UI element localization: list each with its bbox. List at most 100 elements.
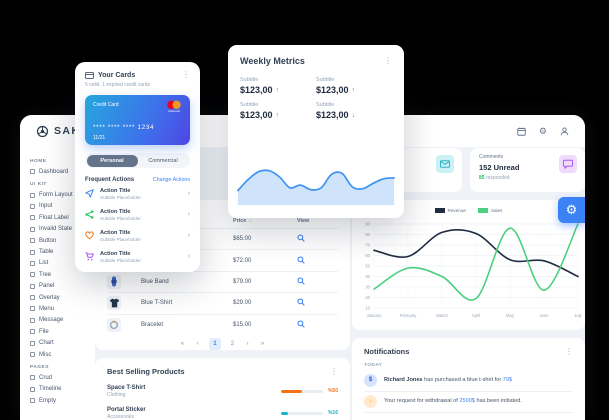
stat-value: 152 Unread — [479, 162, 520, 172]
sidebar-item-menu[interactable]: Menu — [30, 303, 92, 314]
sidebar-item-form-layout[interactable]: Form Layout — [30, 189, 92, 200]
metric-amount: $123,00 — [316, 110, 349, 120]
sidebar-item-label: List — [39, 260, 49, 267]
user-icon[interactable] — [560, 127, 569, 136]
sidebar-item-label: Button — [39, 237, 57, 244]
mouse-pointer-icon — [30, 238, 35, 244]
sidebar-item-button[interactable]: Button — [30, 235, 92, 246]
svg-text:January: January — [367, 313, 383, 318]
notifications-title: Notifications — [364, 347, 410, 356]
product-category: Clothing — [107, 392, 126, 398]
metric-cell: Subtitle $123,00 ↑ — [240, 77, 316, 95]
sidebar-item-table[interactable]: Table — [30, 246, 92, 257]
id-card-icon — [30, 192, 35, 198]
sidebar-item-chart[interactable]: Chart — [30, 337, 92, 348]
table-row: Blue Band $79.00 — [107, 270, 338, 292]
metric-amount: $123,00 — [316, 85, 349, 95]
view-button[interactable] — [297, 256, 338, 266]
change-actions-link[interactable]: Change Actions — [152, 177, 190, 183]
sidebar-item-misc[interactable]: Misc — [30, 349, 92, 360]
calendar-icon[interactable] — [517, 126, 526, 136]
page-button-2[interactable]: 2 — [230, 340, 235, 348]
notification-item: $ Richard Jones has purchased a blue t-sh… — [364, 371, 573, 392]
sidebar-item-label: Message — [39, 317, 64, 324]
best-selling-menu-icon[interactable]: ⋮ — [330, 366, 338, 376]
stat-note: 85 responded — [479, 174, 510, 181]
svg-text:70: 70 — [365, 243, 370, 248]
sidebar-item-crud[interactable]: Crud — [30, 372, 92, 383]
sidebar-item-invalid-state[interactable]: Invalid State — [30, 224, 92, 235]
table-icon — [30, 249, 35, 255]
frequent-action-item[interactable]: Action Title Subtitle Placeholder › — [85, 225, 190, 246]
sidebar-item-float-label[interactable]: Float Label — [30, 212, 92, 223]
product-price-cell: $72.00 — [233, 257, 252, 264]
weekly-metrics-menu-icon[interactable]: ⋮ — [384, 56, 392, 65]
sidebar-item-empty[interactable]: Empty — [30, 395, 92, 406]
metric-value: $123,00 ↑ — [316, 85, 392, 95]
chart-legend: Revenue Sales — [352, 208, 585, 213]
settings-icon[interactable]: ⚙ — [538, 125, 547, 136]
frequent-action-item[interactable]: Action Title Subtitle Placeholder › — [85, 204, 190, 225]
sidebar-item-list[interactable]: List — [30, 258, 92, 269]
view-button[interactable] — [297, 277, 338, 287]
svg-text:June: June — [539, 313, 549, 318]
personal-toggle-button[interactable]: Personal — [86, 154, 138, 167]
notification-text: Your request for withdrawal of 2500$ has… — [384, 397, 522, 404]
view-button[interactable] — [297, 320, 338, 330]
notifications-card: Notifications ⋮ TODAY $ Richard Jones has … — [352, 338, 585, 420]
comment-icon — [30, 317, 35, 323]
trend-up-icon: ↑ — [351, 86, 356, 94]
sidebar-item-overlay[interactable]: Overlay — [30, 292, 92, 303]
sidebar-item-panel[interactable]: Panel — [30, 281, 92, 292]
chevron-right-icon: › — [187, 211, 190, 218]
weekly-metrics-card: Weekly Metrics ⋮ Subtitle $123,00 ↑ Subtitl… — [228, 45, 404, 218]
credit-card-visual[interactable]: Credit Card mastercard **** **** **** 12… — [85, 95, 190, 145]
frequent-actions-list: Action Title Subtitle Placeholder › Action … — [85, 183, 190, 267]
page-button-1[interactable]: 1 — [209, 337, 221, 350]
product-info: Space T-Shirt Clothing — [107, 385, 145, 399]
comment-icon — [559, 155, 577, 173]
action-subtitle: Subtitle Placeholder — [100, 236, 141, 242]
sidebar-item-input[interactable]: Input — [30, 201, 92, 212]
frequent-action-item[interactable]: Action Title Subtitle Placeholder › — [85, 183, 190, 204]
view-button[interactable] — [297, 298, 338, 308]
sort-icon[interactable]: ↑↓ — [248, 218, 253, 223]
sidebar-item-dashboard[interactable]: Dashboard — [30, 166, 92, 177]
search-icon — [297, 234, 305, 244]
sidebar-item-label: Dashboard — [39, 168, 69, 175]
sidebar-item-file[interactable]: File — [30, 326, 92, 337]
legend-label: Sales — [490, 208, 503, 213]
your-cards-menu-icon[interactable]: ⋮ — [182, 70, 190, 79]
stat-card-comments[interactable]: Comments 152 Unread 85 responded — [470, 148, 585, 192]
page-button-«[interactable]: « — [180, 340, 185, 348]
product-info: Portal Sticker Accessories — [107, 407, 146, 420]
sidebar-item-label: Overlay — [39, 294, 60, 301]
envelope-icon — [436, 155, 454, 173]
metric-amount: $123,00 — [240, 110, 273, 120]
svg-text:30: 30 — [365, 285, 370, 290]
metric-label: Subtitle — [316, 77, 335, 83]
metric-value: $123,00 ↑ — [240, 110, 316, 120]
shirt-thumbnail-icon — [107, 296, 121, 311]
notifications-menu-icon[interactable]: ⋮ — [565, 346, 573, 356]
credit-card-expiry: 11/21 — [93, 134, 106, 141]
sidebar-item-tree[interactable]: Tree — [30, 269, 92, 280]
metric-value: $123,00 ↓ — [316, 110, 392, 120]
sidebar-item-label: Tree — [39, 271, 52, 278]
product-image-cell — [107, 274, 141, 289]
page-button-›[interactable]: › — [246, 340, 249, 348]
metric-cell: Subtitle $123,00 ↑ — [240, 102, 316, 120]
chevron-right-icon: › — [187, 232, 190, 239]
sidebar-item-message[interactable]: Message — [30, 315, 92, 326]
chevron-right-icon: › — [187, 190, 190, 197]
commercial-toggle-button[interactable]: Commercial — [148, 157, 178, 164]
view-button[interactable] — [297, 234, 338, 244]
page-button-»[interactable]: » — [260, 340, 265, 348]
config-button[interactable]: ⚙ — [558, 197, 585, 223]
chart-bar-icon — [30, 340, 35, 346]
credit-card-icon — [85, 71, 94, 79]
sidebar-item-timeline[interactable]: Timeline — [30, 384, 92, 395]
search-icon — [297, 320, 305, 330]
page-button-‹[interactable]: ‹ — [196, 340, 199, 348]
frequent-action-item[interactable]: Action Title Subtitle Placeholder › — [85, 246, 190, 267]
